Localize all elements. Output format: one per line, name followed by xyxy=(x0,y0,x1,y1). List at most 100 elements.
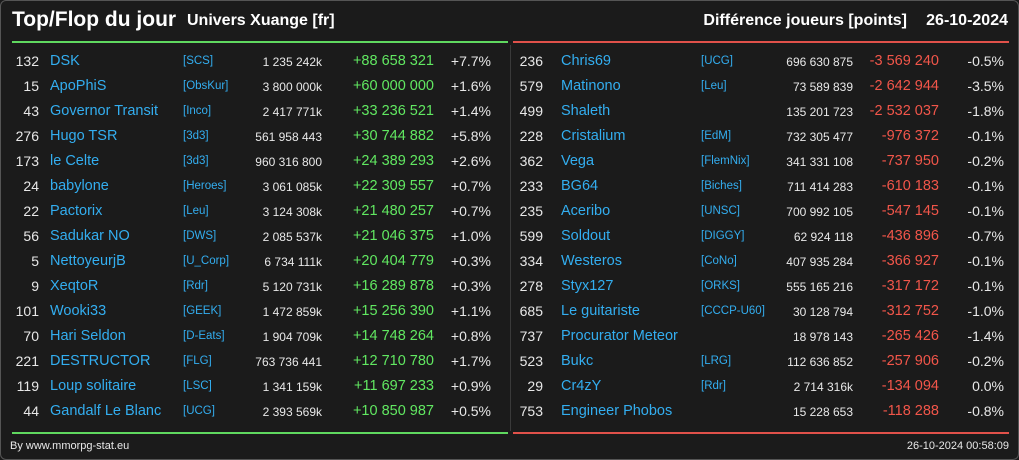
player-name-link[interactable]: Matinono xyxy=(561,78,621,94)
alliance-tag-link[interactable]: [DWS] xyxy=(183,230,217,242)
points-difference: +14 748 264 xyxy=(352,328,434,344)
player-name-link[interactable]: BG64 xyxy=(561,178,599,194)
player-name-link[interactable]: Hugo TSR xyxy=(50,128,118,144)
percent-change: -0.7% xyxy=(967,228,1004,244)
player-points: 2 417 771k xyxy=(262,105,322,119)
player-name-link[interactable]: Wooki33 xyxy=(50,303,107,319)
player-name-link[interactable]: Governor Transit xyxy=(50,103,158,119)
alliance-tag-link[interactable]: [ORKS] xyxy=(701,280,740,292)
player-name-link[interactable]: Hari Seldon xyxy=(50,328,126,344)
player-name-link[interactable]: Procurator Meteor xyxy=(561,328,678,344)
player-points: 2 085 537k xyxy=(262,230,322,244)
player-name-link[interactable]: Cristalium xyxy=(561,128,626,144)
alliance-tag-link[interactable]: [Leu] xyxy=(183,205,209,217)
player-name-link[interactable]: Westeros xyxy=(561,253,622,269)
player-rank: 173 xyxy=(15,153,39,169)
alliance-tag-link[interactable]: [U_Corp] xyxy=(183,255,230,267)
alliance-tag-link[interactable]: [UCG] xyxy=(183,405,215,417)
alliance-tag-link[interactable]: [Inco] xyxy=(183,105,212,117)
percent-change: -0.8% xyxy=(967,403,1004,419)
player-name-link[interactable]: Le guitariste xyxy=(561,303,640,319)
flop-list: 236 Chris69 [UCG] 696 630 875 -3 569 240 -0.5… xyxy=(511,49,1016,424)
alliance-tag-link[interactable]: [UNSC] xyxy=(701,205,740,217)
player-name-link[interactable]: NettoyeurjB xyxy=(50,253,126,269)
percent-change: +0.8% xyxy=(450,328,491,344)
alliance-tag-link[interactable]: [Biches] xyxy=(701,180,742,192)
points-difference: -118 288 xyxy=(882,403,939,419)
player-name-link[interactable]: Gandalf Le Blanc xyxy=(50,403,162,419)
flop-row: 523 Bukc [LRG] 112 636 852 -257 906 -0.2% xyxy=(511,349,1016,374)
percent-change: +0.9% xyxy=(450,378,491,394)
alliance-tag-link[interactable]: [3d3] xyxy=(183,155,209,167)
alliance-tag-link[interactable]: [Heroes] xyxy=(183,180,227,192)
player-points: 15 228 653 xyxy=(792,405,853,419)
alliance-tag-link[interactable]: [CoNo] xyxy=(701,255,737,267)
source-link[interactable]: By www.mmorpg-stat.eu xyxy=(10,440,130,452)
alliance-tag-link[interactable]: [ObsKur] xyxy=(183,80,229,92)
alliance-tag-link[interactable]: [GEEK] xyxy=(183,305,222,317)
alliance-tag-link[interactable]: [LSC] xyxy=(183,380,212,392)
player-name-link[interactable]: Aceribo xyxy=(561,203,611,219)
player-name-link[interactable]: babylone xyxy=(50,178,109,194)
top-row: 15 ApoPhiS [ObsKur] 3 800 000k +60 000 000 +1… xyxy=(1,74,506,99)
player-points: 561 958 443 xyxy=(255,130,322,144)
player-name-link[interactable]: le Celte xyxy=(50,153,100,169)
points-difference: +12 710 780 xyxy=(352,353,434,369)
player-points: 1 904 709k xyxy=(262,330,322,344)
player-rank: 737 xyxy=(519,328,543,344)
universe-label: Univers Xuange [fr] xyxy=(187,12,335,29)
player-rank: 334 xyxy=(519,253,543,269)
player-rank: 235 xyxy=(519,203,543,219)
player-name-link[interactable]: Shaleth xyxy=(561,103,611,119)
generated-timestamp: 26-10-2024 00:58:09 xyxy=(906,440,1009,452)
player-name-link[interactable]: DSK xyxy=(50,53,80,69)
alliance-tag-link[interactable]: [LRG] xyxy=(701,355,732,367)
alliance-tag-link[interactable]: [SCS] xyxy=(183,55,214,67)
points-difference: +10 850 987 xyxy=(352,403,434,419)
points-difference: -134 094 xyxy=(881,378,939,394)
player-name-link[interactable]: Engineer Phobos xyxy=(561,403,673,419)
alliance-tag-link[interactable]: [Leu] xyxy=(701,80,727,92)
player-rank: 228 xyxy=(519,128,543,144)
alliance-tag-link[interactable]: [Rdr] xyxy=(701,380,726,392)
player-name-link[interactable]: Styx127 xyxy=(561,278,614,294)
alliance-tag-link[interactable]: [DIGGY] xyxy=(701,230,745,242)
player-name-link[interactable]: Chris69 xyxy=(561,53,611,69)
player-points: 6 734 111k xyxy=(264,255,322,269)
player-name-link[interactable]: Pactorix xyxy=(50,203,103,219)
alliance-tag-link[interactable]: [3d3] xyxy=(183,130,209,142)
player-points: 3 800 000k xyxy=(262,80,322,94)
player-points: 1 341 159k xyxy=(262,380,322,394)
alliance-tag-link[interactable]: [Rdr] xyxy=(183,280,208,292)
player-name-link[interactable]: Loup solitaire xyxy=(50,378,137,394)
top-divider xyxy=(12,41,508,43)
player-rank: 499 xyxy=(519,103,543,119)
alliance-tag-link[interactable]: [UCG] xyxy=(701,55,733,67)
alliance-tag-link[interactable]: [FLG] xyxy=(183,355,212,367)
player-rank: 15 xyxy=(23,78,39,94)
player-name-link[interactable]: Cr4zY xyxy=(561,378,602,394)
player-name-link[interactable]: Soldout xyxy=(561,228,611,244)
top-row: 101 Wooki33 [GEEK] 1 472 859k +15 256 390 +1.… xyxy=(1,299,506,324)
percent-change: +1.4% xyxy=(450,103,491,119)
percent-change: +7.7% xyxy=(450,53,491,69)
alliance-tag-link[interactable]: [CCCP-U60] xyxy=(701,305,765,317)
player-name-link[interactable]: ApoPhiS xyxy=(50,78,107,94)
points-difference: +22 309 557 xyxy=(352,178,434,194)
points-difference: +60 000 000 xyxy=(352,78,434,94)
player-name-link[interactable]: Sadukar NO xyxy=(50,228,130,244)
alliance-tag-link[interactable]: [EdM] xyxy=(701,130,732,142)
player-name-link[interactable]: Vega xyxy=(561,153,595,169)
player-points: 112 636 852 xyxy=(787,355,853,369)
percent-change: -1.4% xyxy=(967,328,1004,344)
points-difference: -737 950 xyxy=(881,153,939,169)
player-name-link[interactable]: Bukc xyxy=(561,353,594,369)
alliance-tag-link[interactable]: [D-Eats] xyxy=(183,330,225,342)
percent-change: -0.1% xyxy=(967,178,1004,194)
player-name-link[interactable]: DESTRUCTOR xyxy=(50,353,151,369)
player-rank: 236 xyxy=(519,53,543,69)
player-points: 732 305 477 xyxy=(786,130,853,144)
player-name-link[interactable]: XeqtoR xyxy=(50,278,99,294)
alliance-tag-link[interactable]: [FlemNix] xyxy=(701,155,750,167)
percent-change: +0.3% xyxy=(450,278,491,294)
